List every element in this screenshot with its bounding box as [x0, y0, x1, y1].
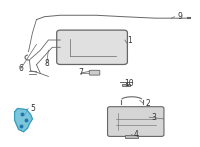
FancyBboxPatch shape [57, 30, 127, 65]
Text: 3: 3 [152, 113, 157, 122]
Text: 4: 4 [134, 130, 139, 139]
Text: 1: 1 [127, 36, 132, 45]
Text: 2: 2 [146, 99, 150, 108]
Text: 6: 6 [19, 64, 23, 73]
Bar [122, 84, 130, 86]
Text: 10: 10 [124, 79, 133, 88]
FancyBboxPatch shape [108, 107, 164, 136]
Bar [125, 135, 138, 138]
Text: 7: 7 [78, 68, 83, 77]
Text: 9: 9 [177, 12, 182, 21]
Polygon shape [15, 108, 32, 132]
FancyBboxPatch shape [89, 70, 100, 75]
Text: 8: 8 [44, 59, 49, 68]
Text: 5: 5 [30, 104, 35, 113]
